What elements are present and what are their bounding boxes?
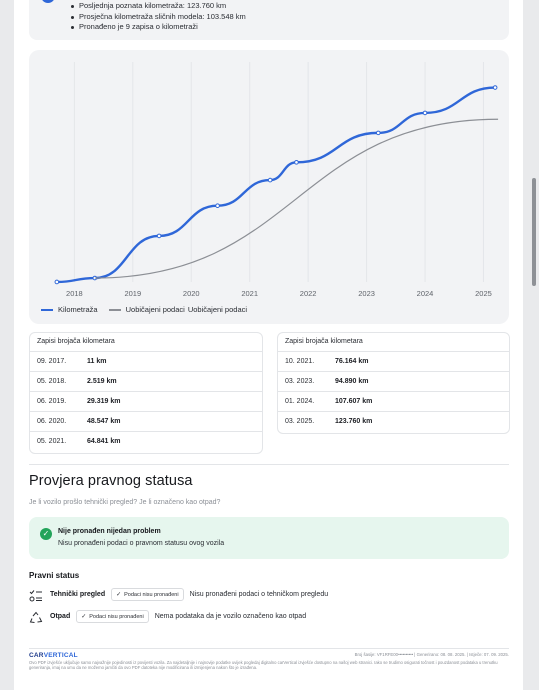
no-problem-title: Nije pronađen nijedan problem bbox=[58, 528, 161, 535]
status-chip: ✓ Podaci nisu pronađeni bbox=[76, 610, 149, 623]
legend-label-typical-duplicate: Uobičajeni podaci bbox=[187, 305, 248, 314]
footer-meta: Broj šasije: VF1RFE00•••••••••• | Generi… bbox=[354, 652, 509, 657]
mileage-chart-card: 2018 2019 2020 2021 2022 2023 2024 2025 Kilomet… bbox=[29, 50, 509, 324]
data-point bbox=[294, 160, 299, 165]
record-value: 76.164 km bbox=[335, 358, 369, 365]
record-value: 64.841 km bbox=[87, 438, 121, 445]
x-tick-label: 2020 bbox=[183, 289, 200, 298]
check-icon: ✓ bbox=[81, 614, 87, 620]
odometer-records-right: Zapisi brojača kilometara 10. 2021. 76.16… bbox=[277, 332, 510, 434]
x-tick-label: 2019 bbox=[124, 289, 141, 298]
record-value: 48.547 km bbox=[87, 418, 121, 425]
check-circle-icon: ✓ bbox=[40, 528, 52, 540]
odometer-records-left: Zapisi brojača kilometara 09. 2017. 11 km… bbox=[29, 332, 263, 454]
scrollbar-thumb[interactable] bbox=[532, 178, 536, 286]
footer-disclaimer: Ovo PDF izvješće uključuje samo najvažni… bbox=[29, 660, 498, 671]
record-date: 03. 2025. bbox=[285, 418, 315, 425]
x-tick-label: 2023 bbox=[358, 289, 375, 298]
data-point bbox=[375, 130, 381, 136]
table-row: 03. 2023. 94.890 km bbox=[278, 372, 509, 392]
data-point bbox=[156, 233, 162, 239]
legend-swatch-typical bbox=[108, 308, 121, 311]
checklist-icon bbox=[29, 589, 43, 601]
summary-item: Posljednja poznata kilometraža: 123.760 … bbox=[69, 1, 246, 12]
legend-label-typical: Uobičajeni podaci bbox=[125, 305, 185, 314]
recycle-icon bbox=[29, 611, 43, 623]
record-date: 05. 2018. bbox=[37, 378, 67, 385]
series-line-mileage bbox=[56, 86, 496, 284]
status-label: Tehnički pregled bbox=[50, 591, 106, 598]
status-chip: ✓ Podaci nisu pronađeni bbox=[111, 588, 184, 601]
section-divider bbox=[29, 464, 509, 465]
summary-item: Prosječna kilometraža sličnih modela: 10… bbox=[69, 12, 246, 23]
records-title: Zapisi brojača kilometara bbox=[278, 333, 509, 352]
chart-legend: Kilometraža Uobičajeni podaci Uobičajeni… bbox=[41, 305, 250, 314]
table-row: 03. 2025. 123.760 km bbox=[278, 412, 509, 431]
record-value: 107.607 km bbox=[335, 398, 373, 405]
data-point bbox=[422, 110, 428, 116]
x-tick-label: 2022 bbox=[300, 289, 317, 298]
record-value: 29.319 km bbox=[87, 398, 121, 405]
logo-part-b: VERTICAL bbox=[43, 652, 78, 659]
logo-part-a: CAR bbox=[29, 652, 44, 659]
record-date: 01. 2024. bbox=[285, 398, 315, 405]
records-title: Zapisi brojača kilometara bbox=[30, 333, 262, 352]
record-date: 03. 2023. bbox=[285, 378, 315, 385]
check-icon: ✓ bbox=[116, 592, 122, 598]
legend-label-mileage: Kilometraža bbox=[58, 305, 98, 314]
record-value: 94.890 km bbox=[335, 378, 369, 385]
table-row: 01. 2024. 107.607 km bbox=[278, 392, 509, 412]
no-problem-card: ✓ Nije pronađen nijedan problem Nisu pro… bbox=[29, 517, 509, 559]
record-date: 05. 2021. bbox=[37, 438, 67, 445]
data-point bbox=[267, 177, 273, 183]
x-tick-label: 2021 bbox=[241, 289, 258, 298]
x-tick-label: 2018 bbox=[66, 289, 83, 298]
no-problem-text: Nisu pronađeni podaci o pravnom statusu … bbox=[58, 540, 225, 547]
data-point bbox=[492, 85, 498, 90]
mileage-summary-card: Posljednja poznata kilometraža: 123.760 … bbox=[29, 0, 509, 40]
carvertical-logo: CARVERTICAL bbox=[29, 652, 78, 659]
status-text: Nema podataka da je vozilo označeno kao … bbox=[154, 613, 307, 620]
record-value: 2.519 km bbox=[87, 378, 117, 385]
status-chip-text: Podaci nisu pronađeni bbox=[124, 591, 179, 598]
record-date: 06. 2019. bbox=[37, 398, 67, 405]
record-date: 06. 2020. bbox=[37, 418, 67, 425]
summary-list: Posljednja poznata kilometraža: 123.760 … bbox=[69, 1, 246, 33]
table-row: 10. 2021. 76.164 km bbox=[278, 352, 509, 372]
info-badge-icon bbox=[41, 0, 55, 3]
section-title: Provjera pravnog statusa bbox=[29, 473, 193, 489]
legend-swatch-mileage bbox=[41, 308, 53, 311]
section-subtitle: Je li vozilo prošlo tehnički pregled? Je… bbox=[29, 499, 221, 506]
record-date: 10. 2021. bbox=[285, 358, 315, 365]
table-row: 05. 2018. 2.519 km bbox=[30, 372, 262, 392]
record-date: 09. 2017. bbox=[37, 358, 67, 365]
table-row: 09. 2017. 11 km bbox=[30, 352, 262, 372]
data-point bbox=[54, 279, 60, 285]
legal-status-heading: Pravni status bbox=[29, 571, 80, 580]
x-tick-label: 2024 bbox=[417, 289, 434, 298]
data-point bbox=[215, 203, 220, 209]
table-row: 06. 2020. 48.547 km bbox=[30, 412, 262, 432]
report-page: Posljednja poznata kilometraža: 123.760 … bbox=[14, 0, 523, 690]
mileage-chart: 2018 2019 2020 2021 2022 2023 2024 2025 bbox=[54, 62, 499, 298]
status-text: Nisu pronađeni podaci o tehničkom pregle… bbox=[189, 591, 329, 598]
status-chip-text: Podaci nisu pronađeni bbox=[89, 613, 144, 620]
status-row-scrap: Otpad ✓ Podaci nisu pronađeni Nema podata… bbox=[29, 610, 306, 623]
status-label: Otpad bbox=[50, 613, 71, 620]
record-value: 11 km bbox=[87, 358, 107, 365]
table-row: 06. 2019. 29.319 km bbox=[30, 392, 262, 412]
table-row: 05. 2021. 64.841 km bbox=[30, 432, 262, 451]
footer-divider bbox=[29, 648, 509, 649]
series-line-typical bbox=[94, 118, 499, 279]
summary-item: Pronađeno je 9 zapisa o kilometraži bbox=[69, 22, 246, 33]
status-row-inspection: Tehnički pregled ✓ Podaci nisu pronađeni … bbox=[29, 588, 328, 601]
x-tick-label: 2025 bbox=[475, 289, 492, 298]
record-value: 123.760 km bbox=[335, 418, 373, 425]
